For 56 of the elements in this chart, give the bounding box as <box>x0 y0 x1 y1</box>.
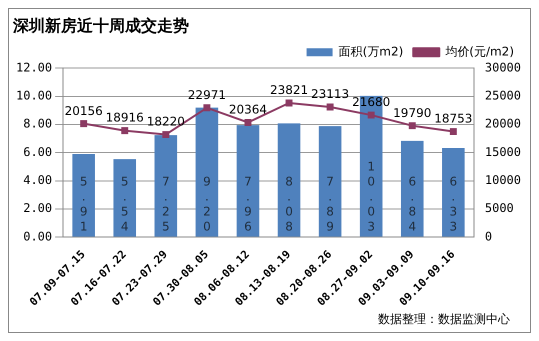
point <box>326 104 334 110</box>
y-tick-label: 12.00 <box>16 60 52 74</box>
data-label: 19790 <box>393 106 432 120</box>
bar <box>236 125 260 237</box>
bar <box>442 148 465 237</box>
data-label: 7.96 <box>244 174 252 234</box>
y-tick-label: 4.00 <box>23 172 52 187</box>
data-label: 7.25 <box>162 174 170 234</box>
y-tick-label: 8.00 <box>23 116 52 131</box>
data-label: 20364 <box>228 102 268 117</box>
y2-tick-label: 30000 <box>484 60 521 74</box>
y-tick-label: 2.00 <box>23 201 52 216</box>
y-tick-label: 6.00 <box>23 144 52 159</box>
data-label: 5.54 <box>120 174 129 234</box>
point <box>450 128 457 136</box>
text: 数据整理：数据监测中心 <box>378 312 510 326</box>
data-label: 6.33 <box>450 174 458 234</box>
y2-tick-label: 5000 <box>484 201 514 216</box>
data-label: 6.84 <box>408 174 416 234</box>
bar <box>154 135 178 237</box>
bar <box>318 126 342 237</box>
data-label: 23821 <box>270 83 308 98</box>
data-label: 9.20 <box>203 174 211 234</box>
data-label: 18753 <box>434 112 472 126</box>
data-label: 5.91 <box>80 174 88 234</box>
legend-label: 均价(元/m2) <box>444 44 514 58</box>
data-label: 18220 <box>146 114 185 129</box>
data-label: 8.08 <box>285 174 293 234</box>
y2-tick-label: 10000 <box>484 172 521 187</box>
y-tick-label: 10.00 <box>16 88 52 102</box>
data-label: 22971 <box>188 88 226 102</box>
y2-tick-label: 25000 <box>484 88 521 102</box>
point <box>80 120 88 128</box>
data-label: 18916 <box>106 110 144 125</box>
chart-title: 深圳新房近十周成交走势 <box>12 16 189 35</box>
legend-label: 面积(万m2) <box>338 44 404 58</box>
bar <box>278 123 300 237</box>
y2-tick-label: 15000 <box>484 144 521 159</box>
y2-tick-label: 0 <box>484 229 492 244</box>
bar <box>113 159 136 237</box>
point <box>121 127 128 134</box>
point <box>162 131 170 138</box>
point <box>203 104 210 112</box>
bar <box>196 108 218 237</box>
point <box>286 100 293 106</box>
data-label: 10.03 <box>367 159 376 234</box>
point <box>408 122 416 130</box>
y2-tick-label: 20000 <box>484 116 521 131</box>
data-label: 20156 <box>64 104 103 118</box>
data-label: 23113 <box>311 87 350 102</box>
data-label: 7.89 <box>326 174 334 234</box>
point <box>368 112 375 119</box>
y-tick-label: 0.00 <box>23 229 52 244</box>
bar <box>400 140 424 237</box>
bar <box>72 154 95 237</box>
point <box>244 118 252 126</box>
